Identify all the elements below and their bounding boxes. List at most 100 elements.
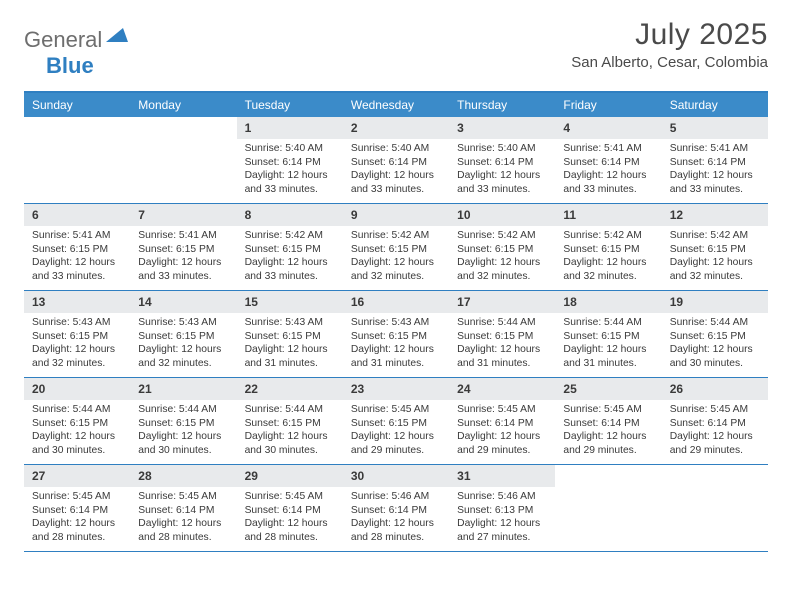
sunset-line: Sunset: 6:14 PM — [457, 417, 547, 431]
sunrise-line: Sunrise: 5:43 AM — [245, 316, 335, 330]
calendar-day: 16Sunrise: 5:43 AMSunset: 6:15 PMDayligh… — [343, 291, 449, 377]
daylight-line: Daylight: 12 hours and 32 minutes. — [351, 256, 441, 283]
calendar-day: 3Sunrise: 5:40 AMSunset: 6:14 PMDaylight… — [449, 117, 555, 203]
calendar-day: 8Sunrise: 5:42 AMSunset: 6:15 PMDaylight… — [237, 204, 343, 290]
day-number: 17 — [457, 295, 470, 309]
sunset-line: Sunset: 6:15 PM — [32, 243, 122, 257]
sunset-line: Sunset: 6:15 PM — [32, 417, 122, 431]
daylight-line: Daylight: 12 hours and 32 minutes. — [32, 343, 122, 370]
day-number: 3 — [457, 121, 464, 135]
daylight-line: Daylight: 12 hours and 32 minutes. — [138, 343, 228, 370]
day-number: 24 — [457, 382, 470, 396]
logo-text-2: Blue — [24, 53, 94, 78]
sunset-line: Sunset: 6:14 PM — [351, 504, 441, 518]
calendar-day: 2 Sunrise: 5:40 AMSunset: 6:14 PMDaylight… — [343, 117, 449, 203]
day-header: Tuesday — [237, 93, 343, 117]
sunrise-line: Sunrise: 5:45 AM — [457, 403, 547, 417]
day-number: 10 — [457, 208, 470, 222]
sunrise-line: Sunrise: 5:45 AM — [245, 490, 335, 504]
sunset-line: Sunset: 6:15 PM — [457, 330, 547, 344]
day-number: 27 — [32, 469, 45, 483]
sunrise-line: Sunrise: 5:40 AM — [351, 142, 441, 156]
calendar-day-empty — [555, 465, 661, 551]
calendar-day: 20Sunrise: 5:44 AMSunset: 6:15 PMDayligh… — [24, 378, 130, 464]
day-number: 2 — [351, 121, 358, 135]
daylight-line: Daylight: 12 hours and 31 minutes. — [351, 343, 441, 370]
calendar-day: 30Sunrise: 5:46 AMSunset: 6:14 PMDayligh… — [343, 465, 449, 551]
sunrise-line: Sunrise: 5:45 AM — [138, 490, 228, 504]
daylight-line: Daylight: 12 hours and 32 minutes. — [670, 256, 760, 283]
sunrise-line: Sunrise: 5:40 AM — [245, 142, 335, 156]
daylight-line: Daylight: 12 hours and 33 minutes. — [670, 169, 760, 196]
sunrise-line: Sunrise: 5:45 AM — [32, 490, 122, 504]
calendar-day: 25Sunrise: 5:45 AMSunset: 6:14 PMDayligh… — [555, 378, 661, 464]
calendar-day-empty — [662, 465, 768, 551]
day-number: 30 — [351, 469, 364, 483]
calendar: SundayMondayTuesdayWednesdayThursdayFrid… — [24, 91, 768, 552]
day-number: 14 — [138, 295, 151, 309]
sunset-line: Sunset: 6:15 PM — [351, 417, 441, 431]
calendar-day: 23Sunrise: 5:45 AMSunset: 6:15 PMDayligh… — [343, 378, 449, 464]
sunset-line: Sunset: 6:15 PM — [138, 330, 228, 344]
day-number: 16 — [351, 295, 364, 309]
day-number: 19 — [670, 295, 683, 309]
calendar-day: 21Sunrise: 5:44 AMSunset: 6:15 PMDayligh… — [130, 378, 236, 464]
daylight-line: Daylight: 12 hours and 30 minutes. — [32, 430, 122, 457]
calendar-day: 31Sunrise: 5:46 AMSunset: 6:13 PMDayligh… — [449, 465, 555, 551]
calendar-day: 26Sunrise: 5:45 AMSunset: 6:14 PMDayligh… — [662, 378, 768, 464]
logo-text-1: General — [24, 27, 102, 53]
calendar-day: 5Sunrise: 5:41 AMSunset: 6:14 PMDaylight… — [662, 117, 768, 203]
calendar-week: 6Sunrise: 5:41 AMSunset: 6:15 PMDaylight… — [24, 204, 768, 291]
daylight-line: Daylight: 12 hours and 33 minutes. — [245, 256, 335, 283]
sunset-line: Sunset: 6:14 PM — [245, 156, 335, 170]
calendar-day: 1Sunrise: 5:40 AMSunset: 6:14 PMDaylight… — [237, 117, 343, 203]
calendar-day: 19Sunrise: 5:44 AMSunset: 6:15 PMDayligh… — [662, 291, 768, 377]
day-header: Wednesday — [343, 93, 449, 117]
day-number: 6 — [32, 208, 39, 222]
daylight-line: Daylight: 12 hours and 28 minutes. — [32, 517, 122, 544]
day-number: 8 — [245, 208, 252, 222]
sunset-line: Sunset: 6:15 PM — [32, 330, 122, 344]
day-number: 29 — [245, 469, 258, 483]
calendar-day: 15Sunrise: 5:43 AMSunset: 6:15 PMDayligh… — [237, 291, 343, 377]
day-number: 28 — [138, 469, 151, 483]
sunrise-line: Sunrise: 5:42 AM — [563, 229, 653, 243]
day-header: Saturday — [662, 93, 768, 117]
sunrise-line: Sunrise: 5:44 AM — [245, 403, 335, 417]
daylight-line: Daylight: 12 hours and 33 minutes. — [351, 169, 441, 196]
calendar-day: 11Sunrise: 5:42 AMSunset: 6:15 PMDayligh… — [555, 204, 661, 290]
calendar-week: 20Sunrise: 5:44 AMSunset: 6:15 PMDayligh… — [24, 378, 768, 465]
day-header-row: SundayMondayTuesdayWednesdayThursdayFrid… — [24, 93, 768, 117]
daylight-line: Daylight: 12 hours and 32 minutes. — [563, 256, 653, 283]
sunset-line: Sunset: 6:14 PM — [563, 156, 653, 170]
calendar-day: 9Sunrise: 5:42 AMSunset: 6:15 PMDaylight… — [343, 204, 449, 290]
day-number: 12 — [670, 208, 683, 222]
calendar-day: 13Sunrise: 5:43 AMSunset: 6:15 PMDayligh… — [24, 291, 130, 377]
daylight-line: Daylight: 12 hours and 33 minutes. — [563, 169, 653, 196]
day-number: 7 — [138, 208, 145, 222]
sunset-line: Sunset: 6:15 PM — [670, 243, 760, 257]
calendar-day: 6Sunrise: 5:41 AMSunset: 6:15 PMDaylight… — [24, 204, 130, 290]
daylight-line: Daylight: 12 hours and 33 minutes. — [138, 256, 228, 283]
daylight-line: Daylight: 12 hours and 29 minutes. — [563, 430, 653, 457]
sunrise-line: Sunrise: 5:42 AM — [457, 229, 547, 243]
daylight-line: Daylight: 12 hours and 30 minutes. — [670, 343, 760, 370]
calendar-day: 27Sunrise: 5:45 AMSunset: 6:14 PMDayligh… — [24, 465, 130, 551]
day-header: Thursday — [449, 93, 555, 117]
daylight-line: Daylight: 12 hours and 29 minutes. — [670, 430, 760, 457]
sunset-line: Sunset: 6:15 PM — [245, 417, 335, 431]
day-number: 23 — [351, 382, 364, 396]
day-number: 11 — [563, 208, 576, 222]
sunset-line: Sunset: 6:14 PM — [351, 156, 441, 170]
sunset-line: Sunset: 6:15 PM — [563, 330, 653, 344]
daylight-line: Daylight: 12 hours and 33 minutes. — [32, 256, 122, 283]
daylight-line: Daylight: 12 hours and 30 minutes. — [138, 430, 228, 457]
sunrise-line: Sunrise: 5:42 AM — [245, 229, 335, 243]
calendar-day-empty — [24, 117, 130, 203]
day-number: 20 — [32, 382, 45, 396]
sunrise-line: Sunrise: 5:43 AM — [138, 316, 228, 330]
daylight-line: Daylight: 12 hours and 29 minutes. — [457, 430, 547, 457]
sunset-line: Sunset: 6:14 PM — [138, 504, 228, 518]
sunset-line: Sunset: 6:15 PM — [457, 243, 547, 257]
sunrise-line: Sunrise: 5:41 AM — [138, 229, 228, 243]
